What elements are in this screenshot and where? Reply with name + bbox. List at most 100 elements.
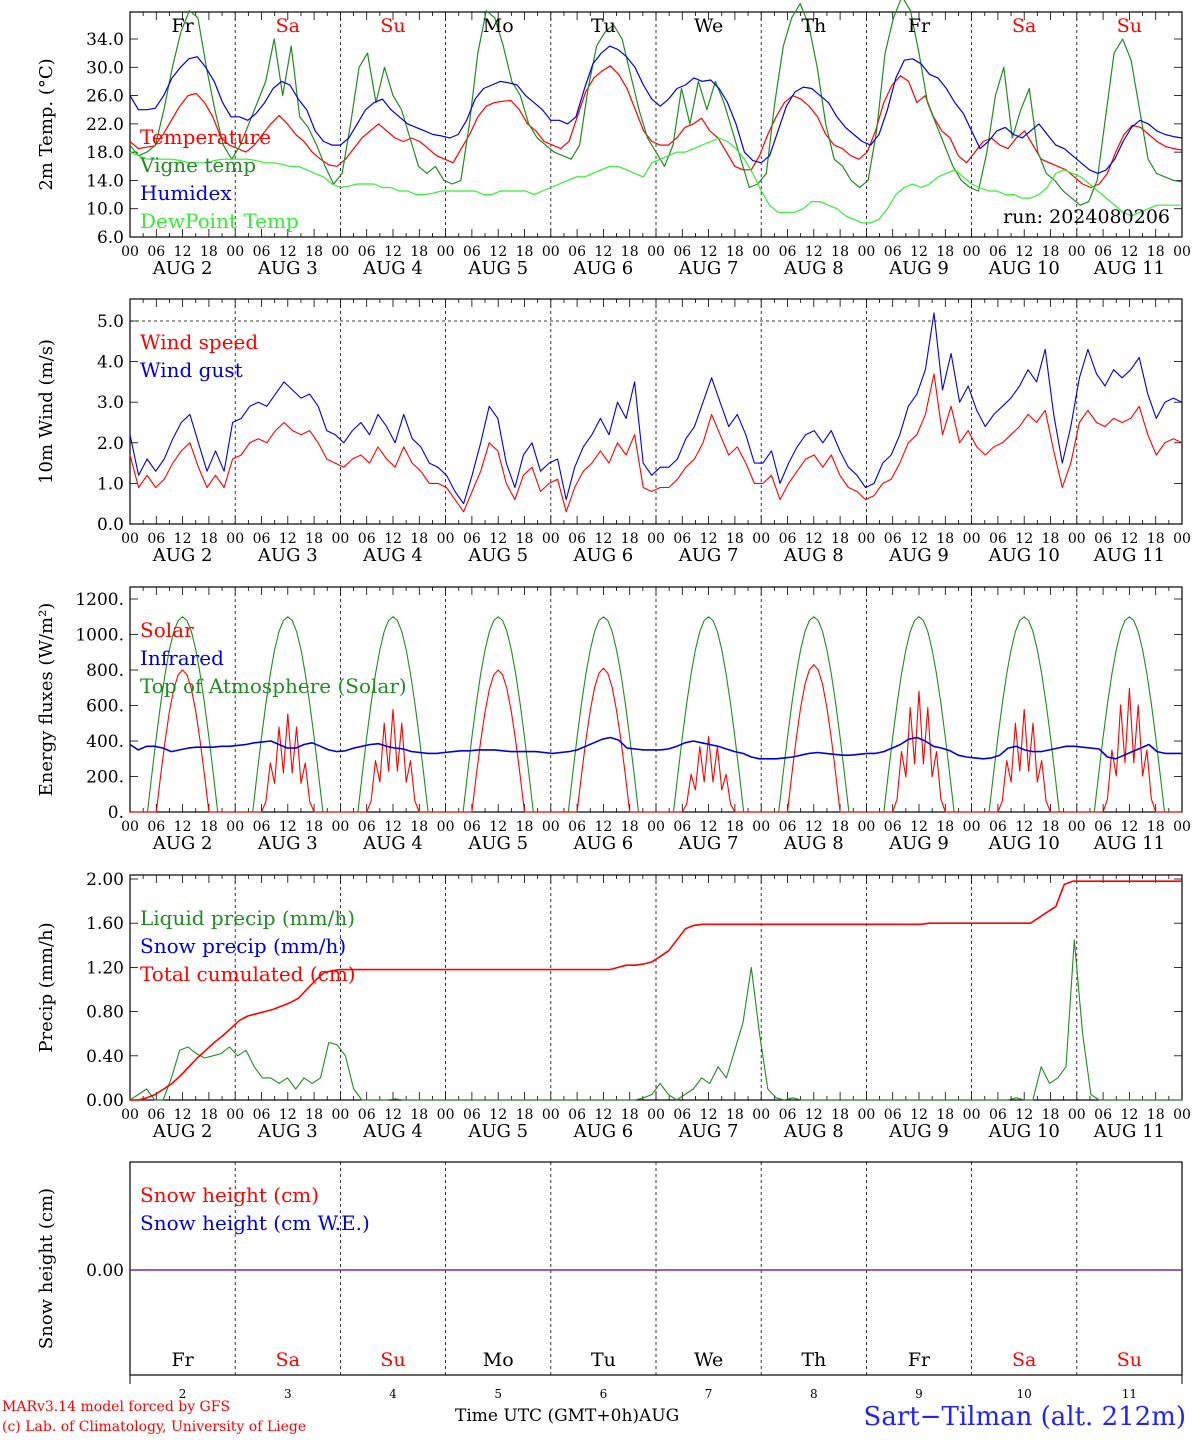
hour-label: 18 (726, 244, 744, 260)
hour-label: 18 (410, 819, 428, 835)
series-line (130, 664, 1182, 813)
time-axis-title: Time UTC (GMT+0h)AUG (455, 1406, 680, 1426)
hour-label: 00 (1068, 244, 1086, 260)
hour-label: 00 (331, 531, 349, 547)
y-tick-label: 6.0 (97, 228, 124, 248)
hour-label: 12 (489, 244, 507, 260)
date-label: AUG 11 (1093, 258, 1165, 279)
day-number: 8 (810, 1387, 818, 1401)
series-line (129, 45, 1183, 174)
date-label: AUG 3 (257, 833, 318, 854)
hour-label: 00 (1068, 531, 1086, 547)
date-label: AUG 9 (888, 1121, 949, 1142)
y-tick-label: 30.0 (86, 58, 124, 78)
day-name: Su (1117, 1349, 1142, 1371)
hour-label: 00 (542, 531, 560, 547)
hour-label: 06 (989, 1107, 1007, 1123)
hour-label: 06 (1094, 819, 1112, 835)
date-label: AUG 7 (678, 1121, 739, 1142)
hour-label: 06 (989, 819, 1007, 835)
date-label: AUG 6 (573, 258, 634, 279)
date-label: AUG 10 (988, 545, 1060, 566)
legend-entry: Snow height (cm) (140, 1183, 319, 1207)
day-number: 11 (1122, 1387, 1137, 1401)
hour-label: 18 (516, 1107, 534, 1123)
hour-label: 00 (963, 244, 981, 260)
day-name: Fr (908, 1349, 931, 1371)
date-label: AUG 4 (362, 545, 423, 566)
hour-label: 00 (437, 1107, 455, 1123)
hour-label: 06 (884, 819, 902, 835)
hour-label: 00 (1173, 531, 1191, 547)
y-tick-label: 22.0 (86, 115, 124, 135)
y-tick-label: 0.00 (86, 1261, 124, 1281)
legend-entry: Temperature (140, 125, 271, 149)
day-name: Tu (591, 15, 616, 37)
hour-label: 00 (226, 531, 244, 547)
y-tick-label: 18.0 (86, 143, 124, 163)
series-line (129, 939, 1182, 1101)
day-name: Su (380, 1349, 405, 1371)
y-tick-label: 1.0 (97, 474, 124, 494)
y-tick-label: 200. (86, 768, 124, 788)
hour-label: 12 (489, 819, 507, 835)
hour-label: 18 (305, 244, 323, 260)
hour-label: 00 (857, 1107, 875, 1123)
hour-label: 00 (542, 244, 560, 260)
lab-credit: (c) Lab. of Climatology, University of L… (2, 1419, 307, 1435)
hour-label: 12 (1015, 1107, 1033, 1123)
hour-label: 00 (226, 244, 244, 260)
hour-label: 00 (331, 244, 349, 260)
hour-label: 18 (200, 1107, 218, 1123)
day-name: Fr (908, 15, 931, 37)
hour-label: 18 (516, 819, 534, 835)
hour-label: 00 (1173, 819, 1191, 835)
site-name: Sart−Tilman (alt. 212m) (863, 1402, 1186, 1432)
hour-label: 06 (147, 1107, 165, 1123)
y-tick-label: 4.0 (97, 353, 124, 373)
hour-label: 00 (1173, 1107, 1191, 1123)
y-axis-label: Snow height (cm) (36, 1188, 57, 1349)
hour-label: 00 (1068, 1107, 1086, 1123)
hour-label: 12 (700, 1107, 718, 1123)
y-tick-label: 0.40 (86, 1047, 124, 1067)
series-line (129, 312, 1183, 505)
hour-label: 00 (437, 531, 455, 547)
hour-label: 06 (989, 531, 1007, 547)
date-label: AUG 8 (783, 545, 844, 566)
hour-label: 00 (857, 819, 875, 835)
hour-label: 18 (621, 244, 639, 260)
hour-label: 06 (358, 819, 376, 835)
hour-label: 06 (673, 1107, 691, 1123)
hour-label: 06 (779, 531, 797, 547)
hour-label: 00 (963, 819, 981, 835)
hour-label: 12 (1015, 531, 1033, 547)
date-label: AUG 4 (362, 833, 423, 854)
hour-label: 00 (752, 531, 770, 547)
hour-label: 00 (1068, 819, 1086, 835)
series-line (129, 736, 1182, 760)
day-name: Su (1117, 15, 1142, 37)
hour-label: 18 (1147, 819, 1165, 835)
hour-label: 06 (253, 819, 271, 835)
y-tick-label: 0.80 (86, 1003, 124, 1023)
date-label: AUG 2 (152, 833, 213, 854)
hour-label: 00 (121, 531, 139, 547)
hour-label: 18 (621, 531, 639, 547)
hour-label: 12 (174, 244, 192, 260)
legend-entry: Vigne temp (139, 153, 256, 177)
hour-label: 12 (910, 244, 928, 260)
legend-entry: Wind speed (140, 330, 258, 354)
hour-label: 12 (1120, 819, 1138, 835)
hour-label: 18 (1147, 244, 1165, 260)
hour-label: 00 (857, 531, 875, 547)
y-tick-label: 10.0 (86, 200, 124, 220)
hour-label: 12 (1120, 244, 1138, 260)
hour-label: 18 (831, 1107, 849, 1123)
hour-label: 06 (989, 244, 1007, 260)
hour-label: 12 (384, 1107, 402, 1123)
hour-label: 12 (700, 531, 718, 547)
hour-label: 06 (884, 1107, 902, 1123)
hour-label: 00 (121, 1107, 139, 1123)
hour-label: 18 (200, 819, 218, 835)
